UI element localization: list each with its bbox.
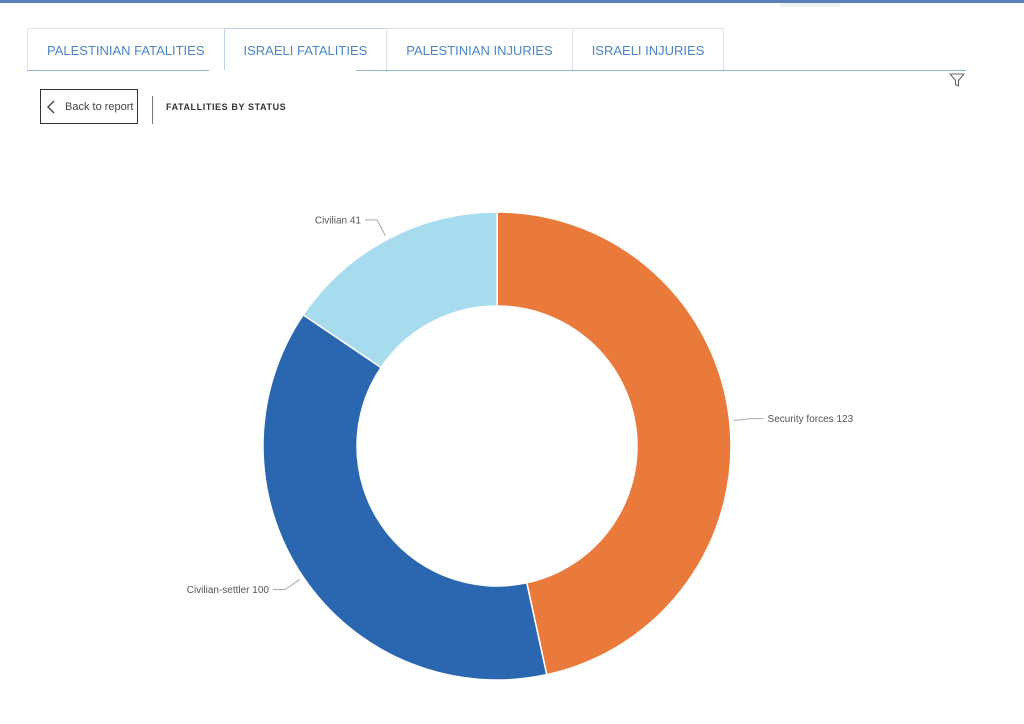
filter-icon[interactable] [948,72,966,88]
data-label-civilian: Civilian 41 [315,215,362,226]
active-tab-gap [209,70,356,72]
slice-civilian[interactable] [302,211,498,369]
slice-security-forces[interactable] [496,211,732,676]
back-to-report-label: Back to report [65,100,134,113]
tab-israeli-fatalities[interactable]: ISRAELI FATALITIES [223,28,388,72]
leader-line-security-forces [733,418,764,422]
header-divider [152,96,153,124]
tab-bar: PALESTINIAN FATALITIES ISRAELI FATALITIE… [27,28,725,72]
tab-underline [27,70,966,71]
chevron-left-icon [47,100,55,113]
data-label-civilian-settler: Civilian-settler 100 [187,585,270,596]
top-accent-line [0,0,1024,3]
leader-line-civilian [364,219,386,237]
tab-palestinian-fatalities[interactable]: PALESTINIAN FATALITIES [27,28,225,71]
tab-palestinian-injuries[interactable]: PALESTINIAN INJURIES [386,28,573,71]
tab-israeli-injuries[interactable]: ISRAELI INJURIES [571,28,725,71]
data-label-security-forces: Security forces 123 [768,414,854,425]
top-scroll-marker [780,3,840,7]
page-title: FATALLITIES BY STATUS [166,102,287,112]
leader-line-civilian-settler [272,578,301,590]
back-to-report-button[interactable]: Back to report [40,89,138,124]
slice-civilian-settler[interactable] [262,313,548,681]
